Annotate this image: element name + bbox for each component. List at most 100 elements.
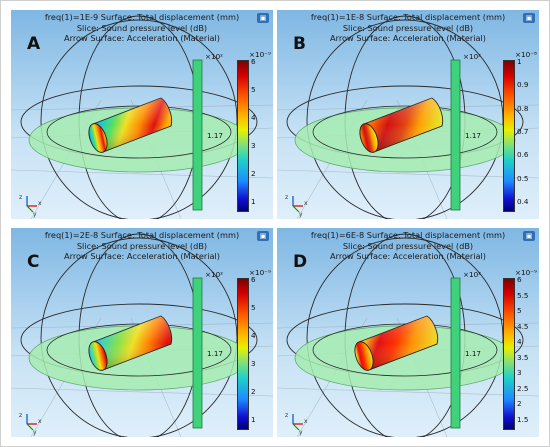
colorbar-tick-label: 1: [251, 415, 256, 424]
colorbar: [237, 278, 249, 430]
colorbar-tick-label: 6: [251, 57, 256, 66]
cylinder-model[interactable]: [85, 97, 173, 155]
colorbar-tick-label: 5.5: [517, 290, 529, 300]
title-line-1: freq(1)=6E-8 Surface: Total displacement…: [310, 230, 506, 240]
title-line-3: Arrow Surface: Acceleration (Material): [64, 33, 220, 43]
window-icon[interactable]: ▣: [523, 13, 535, 23]
colorbar-tick-label: 3: [517, 368, 522, 378]
panel-header: freq(1)=6E-8 Surface: Total displacement…: [277, 230, 539, 262]
colorbar-tick-label: 0.7: [517, 127, 529, 136]
colorbar-tick-label: 3: [251, 359, 256, 368]
axis-label-z: z: [285, 194, 289, 201]
colorbar-tick-label: 4: [251, 113, 256, 122]
axis-label-z: z: [19, 194, 23, 201]
colorbar: [503, 278, 515, 430]
axis-label-y: y: [299, 429, 303, 436]
colorbar-tick-label: 5: [517, 306, 522, 316]
colorbar-exponent: ×10⁻⁹: [249, 50, 271, 59]
panel-a: freq(1)=1E-9 Surface: Total displacement…: [11, 10, 273, 219]
colorbar-tick-label: 3: [251, 141, 256, 150]
axis-label-x: x: [304, 200, 308, 207]
axis-triad-icon: [292, 414, 303, 431]
slice-bar: [450, 59, 461, 211]
colorbar-exponent: ×10⁻⁹: [249, 268, 271, 277]
title-line-2: Slice: Sound pressure level (dB): [76, 22, 208, 33]
panel-c: freq(1)=2E-8 Surface: Total displacement…: [11, 228, 273, 437]
model-scene[interactable]: [277, 228, 539, 437]
slice-value-label: 1.17: [465, 131, 482, 140]
axis-triad-icon: [26, 196, 37, 213]
colorbar-tick-label: 2.5: [517, 383, 529, 393]
axis-triad-icon: [26, 414, 37, 431]
axis-triad-icon: [292, 196, 303, 213]
panel-label: D: [293, 252, 308, 272]
model-scene[interactable]: [277, 10, 539, 219]
colorbar-exponent: ×10⁻⁹: [515, 268, 537, 277]
title-line-2: Slice: Sound pressure level (dB): [76, 240, 208, 251]
colorbar-tick-label: 1.5: [517, 415, 529, 424]
axis-label-x: x: [38, 200, 42, 207]
colorbar-tick-label: 1: [251, 197, 256, 206]
colorbar-tick-label: 3.5: [517, 352, 529, 362]
panel-header: freq(1)=1E-8 Surface: Total displacement…: [277, 12, 539, 44]
colorbar-exponent: ×10⁻⁸: [515, 50, 537, 59]
panel-label: B: [293, 34, 306, 54]
panel-b: freq(1)=1E-8 Surface: Total displacement…: [277, 10, 539, 219]
slice-value-label: 1.17: [207, 349, 224, 358]
title-line-1: freq(1)=1E-8 Surface: Total displacement…: [310, 12, 506, 22]
slice-exponent: ×10²: [205, 52, 224, 61]
colorbar-tick-label: 0.4: [517, 197, 529, 206]
colorbar-tick-label: 6: [517, 275, 522, 284]
colorbar-tick-label: 6: [251, 275, 256, 284]
colorbar-tick-label: 2: [251, 169, 256, 178]
window-icon[interactable]: ▣: [257, 231, 269, 241]
colorbar-tick-label: 0.6: [517, 150, 529, 160]
panel-label: C: [27, 252, 40, 272]
cylinder-model[interactable]: [85, 315, 173, 373]
window-icon[interactable]: ▣: [257, 13, 269, 23]
colorbar-tick-label: 0.9: [517, 80, 529, 90]
window-icon[interactable]: ▣: [523, 231, 535, 241]
slice-bar: [192, 277, 203, 429]
colorbar-tick-label: 5: [251, 85, 256, 94]
colorbar-tick-label: 2: [251, 387, 256, 396]
colorbar-tick-label: 4.5: [517, 321, 529, 331]
panel-header: freq(1)=2E-8 Surface: Total displacement…: [11, 230, 273, 262]
panel-header: freq(1)=1E-9 Surface: Total displacement…: [11, 12, 273, 44]
slice-exponent: ×10²: [205, 270, 224, 279]
panel-label: A: [27, 34, 41, 54]
colorbar: [503, 60, 515, 212]
sphere-equator: [312, 105, 498, 159]
axis-label-y: y: [299, 211, 303, 218]
cylinder-model[interactable]: [351, 315, 439, 373]
model-scene[interactable]: [11, 10, 273, 219]
model-scene[interactable]: [11, 228, 273, 437]
slice-exponent: ×10²: [463, 270, 482, 279]
colorbar-tick-label: 2: [517, 399, 522, 409]
panel-d: freq(1)=6E-8 Surface: Total displacement…: [277, 228, 539, 437]
title-line-3: Arrow Surface: Acceleration (Material): [330, 251, 486, 261]
axis-label-x: x: [38, 418, 42, 425]
cylinder-model[interactable]: [356, 97, 444, 155]
title-line-1: freq(1)=2E-8 Surface: Total displacement…: [44, 230, 240, 240]
colorbar-tick-label: 5: [251, 303, 256, 312]
colorbar-tick-label: 1: [517, 57, 522, 66]
title-line-3: Arrow Surface: Acceleration (Material): [64, 251, 220, 261]
colorbar: [237, 60, 249, 212]
axis-label-y: y: [33, 429, 37, 436]
title-line-2: Slice: Sound pressure level (dB): [342, 240, 474, 251]
colorbar-tick-label: 0.5: [517, 173, 529, 183]
slice-value-label: 1.17: [465, 349, 482, 358]
slice-exponent: ×10²: [463, 52, 482, 61]
axis-label-y: y: [33, 211, 37, 218]
title-line-1: freq(1)=1E-9 Surface: Total displacement…: [44, 12, 240, 22]
title-line-2: Slice: Sound pressure level (dB): [342, 22, 474, 33]
slice-bar: [450, 277, 461, 429]
axis-label-z: z: [19, 412, 23, 419]
colorbar-tick-label: 0.8: [517, 103, 529, 113]
slice-bar: [192, 59, 203, 211]
title-line-3: Arrow Surface: Acceleration (Material): [330, 33, 486, 43]
axis-label-x: x: [304, 418, 308, 425]
slice-value-label: 1.17: [207, 131, 224, 140]
